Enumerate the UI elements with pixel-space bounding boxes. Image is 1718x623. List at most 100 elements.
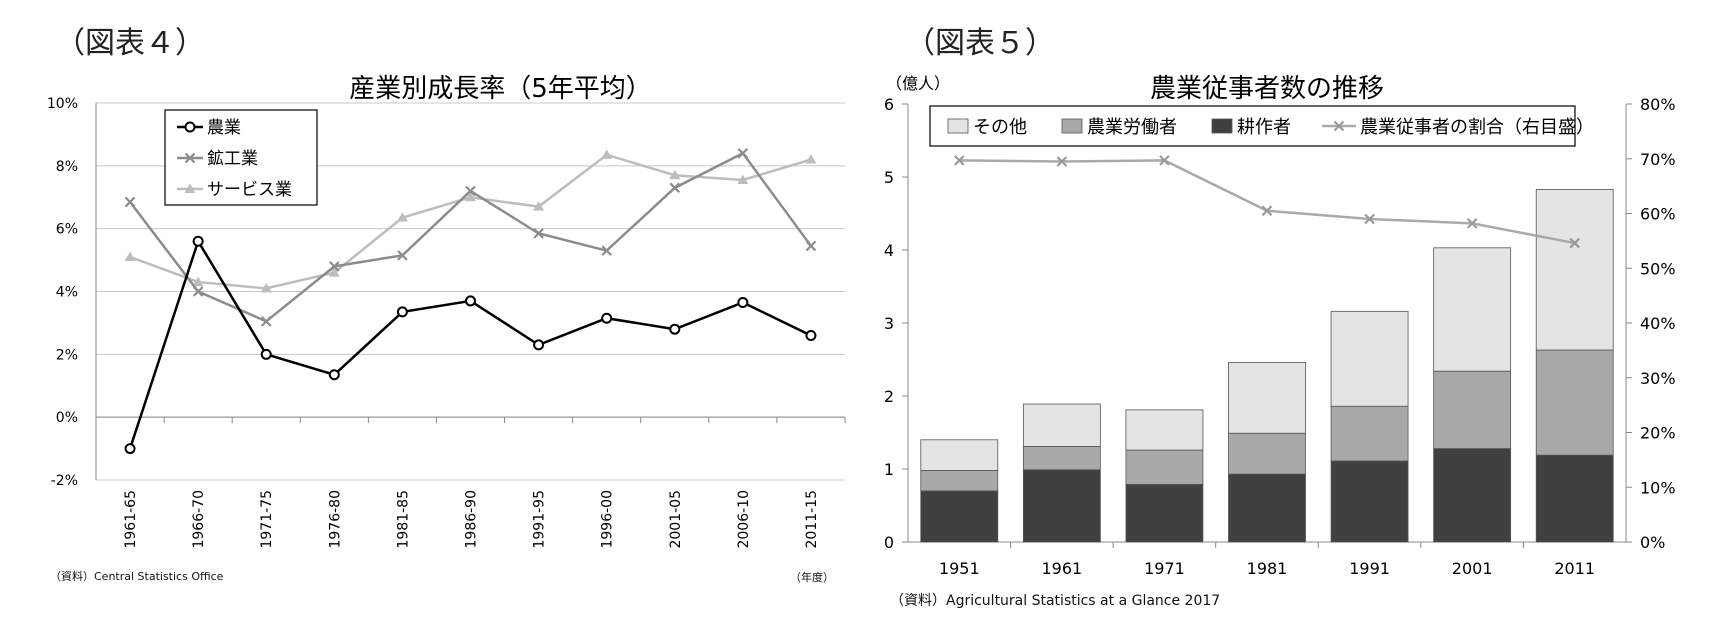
- data-point: [465, 185, 476, 197]
- legend-marker: [184, 121, 196, 133]
- data-point: [192, 286, 204, 297]
- ratio-point: [1466, 218, 1478, 229]
- legend-label: 鉱工業: [207, 149, 258, 169]
- y2-tick-label: 50%: [1640, 259, 1676, 278]
- data-point: [533, 339, 545, 351]
- legend-label: その他: [973, 117, 1027, 138]
- data-point: [805, 329, 817, 341]
- y2-tick-label: 40%: [1640, 314, 1676, 333]
- x-tick-label: 1961: [1041, 559, 1082, 578]
- legend-box: [929, 105, 1576, 147]
- bar-segment: [1330, 460, 1409, 543]
- y2-tick-label: 70%: [1640, 150, 1676, 169]
- legend-marker: [184, 183, 196, 193]
- data-point: [601, 149, 613, 159]
- data-point: [601, 312, 613, 324]
- y-tick-label: 4%: [56, 285, 78, 301]
- x-tick-label: 1996-00: [600, 490, 616, 549]
- x-tick-label: 1961-65: [123, 490, 139, 549]
- data-point: [737, 147, 749, 159]
- x-tick-label: 1971: [1144, 559, 1185, 578]
- figure4-x-unit: （年度）: [790, 571, 834, 584]
- bar-segment: [1330, 310, 1409, 407]
- data-point: [192, 235, 204, 247]
- x-tick-label: 1991-95: [532, 490, 548, 549]
- growth-rate-chart: 産業別成長率（5年平均） -2% 0% 2% 4% 6% 8% 10% 1961-65 1966-…: [47, 74, 846, 549]
- figure5-label: （図表５）: [905, 26, 1055, 61]
- y-tick-label: 10%: [47, 96, 78, 112]
- data-point: [124, 251, 136, 261]
- x-tick-label: 2001: [1452, 559, 1493, 578]
- y-tick-label: 6%: [56, 222, 78, 238]
- bar-segment: [1228, 362, 1306, 434]
- bar-segment: [1535, 454, 1614, 543]
- data-point: [533, 201, 545, 211]
- y-tick-label: 4: [884, 241, 894, 260]
- bar-segment: [1330, 405, 1409, 462]
- legend-marker: [184, 152, 196, 164]
- y-tick-label: 2%: [56, 347, 78, 363]
- x-tick-label: 1966-70: [191, 490, 207, 549]
- data-point: [737, 174, 749, 184]
- data-point: [328, 369, 340, 381]
- bar-segment: [1433, 370, 1512, 449]
- y-tick-label: 2: [884, 387, 894, 406]
- data-point: [465, 191, 476, 202]
- data-point: [260, 282, 272, 293]
- ratio-point: [1261, 205, 1273, 217]
- bar-segment: [1125, 449, 1204, 485]
- x-tick-label: 1951: [939, 559, 980, 578]
- bar-segment: [1535, 189, 1614, 351]
- y-tick-label: 8%: [56, 159, 78, 175]
- legend-swatch: [1061, 118, 1083, 134]
- figure4-source: （資料）Central Statistics Office: [50, 570, 224, 583]
- bar-segment: [1125, 409, 1204, 451]
- data-point: [805, 154, 817, 164]
- x-tick-label: 2006-10: [736, 490, 752, 549]
- x-tick-label: 2001-05: [668, 490, 684, 549]
- data-point: [396, 212, 408, 222]
- bar-segment: [1433, 247, 1512, 372]
- data-point: [260, 316, 272, 327]
- legend-label: 農業: [207, 118, 241, 138]
- data-point: [329, 261, 340, 272]
- data-point: [192, 276, 204, 287]
- legend-label: サービス業: [207, 180, 292, 200]
- chart-title: 農業従事者数の推移: [1150, 74, 1384, 104]
- data-point: [465, 295, 476, 307]
- bar-segment: [1022, 469, 1101, 543]
- legend-marker: [1333, 120, 1345, 132]
- x-tick-label: 1981: [1247, 559, 1288, 578]
- x-tick-label: 2011: [1554, 559, 1595, 578]
- bar-segment: [1433, 448, 1512, 543]
- bar-segment: [1228, 432, 1306, 475]
- y-tick-label: 0%: [56, 410, 78, 426]
- data-point: [805, 240, 817, 252]
- x-tick-label: 1976-80: [327, 490, 343, 549]
- bar-segment: [1228, 473, 1306, 543]
- data-point: [260, 348, 272, 360]
- data-point: [601, 245, 612, 256]
- y-tick-label: 1: [884, 460, 894, 479]
- data-point: [669, 323, 681, 335]
- data-point: [669, 182, 681, 194]
- x-tick-label: 1981-85: [395, 490, 411, 549]
- figure5-source: （資料）Agricultural Statistics at a Glance …: [890, 593, 1221, 609]
- data-point: [533, 228, 544, 239]
- bar-segment: [920, 470, 999, 492]
- y2-tick-label: 60%: [1640, 205, 1676, 224]
- ratio-point: [1569, 237, 1580, 249]
- ratio-line: [959, 159, 1575, 245]
- data-point: [737, 296, 749, 308]
- data-point: [328, 267, 340, 277]
- data-point: [124, 196, 136, 208]
- ratio-point: [1056, 156, 1068, 167]
- y-axis-unit: （億人）: [886, 74, 950, 93]
- bar-segment: [920, 439, 999, 471]
- bar-segment: [920, 490, 999, 543]
- x-tick-label: 1986-90: [464, 490, 480, 549]
- y-tick-label: 6: [884, 95, 894, 114]
- x-tick-label: 1971-75: [259, 490, 275, 549]
- y2-tick-label: 10%: [1640, 478, 1676, 497]
- data-point: [124, 443, 136, 455]
